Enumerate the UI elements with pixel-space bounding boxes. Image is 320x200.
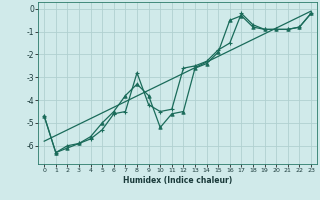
X-axis label: Humidex (Indice chaleur): Humidex (Indice chaleur) [123, 176, 232, 185]
